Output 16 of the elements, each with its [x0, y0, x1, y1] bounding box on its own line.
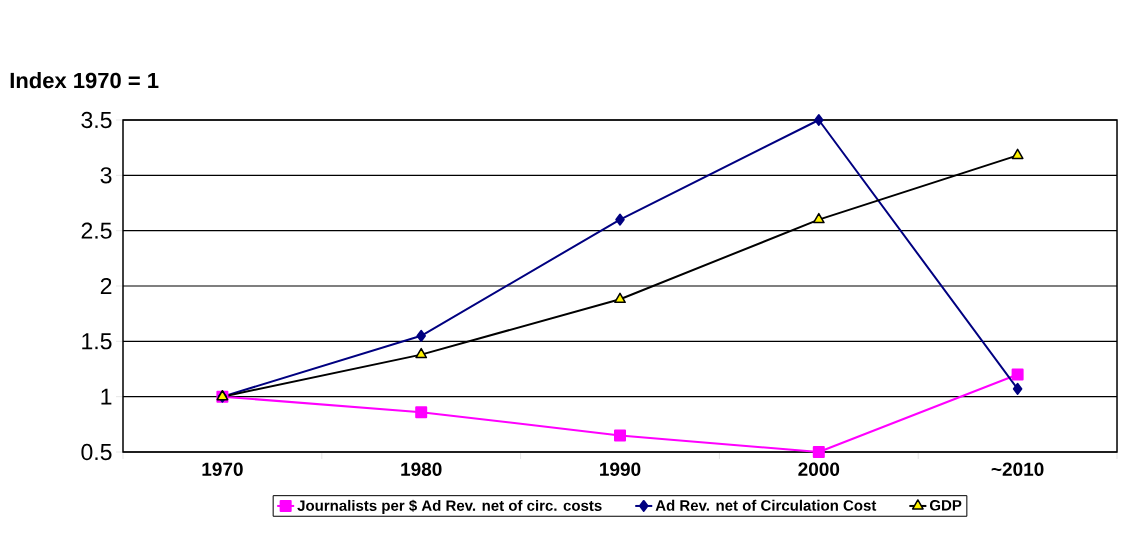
y-tick-label: 2.5	[81, 222, 112, 239]
y-tick-label: 2	[100, 277, 112, 295]
legend-label: GDP	[929, 499, 962, 511]
x-tick-label: 1980	[401, 462, 442, 476]
legend-label: Ad Rev. net of Circulation Cost	[655, 499, 877, 511]
legend-label: Journalists per $ Ad Rev. net of circ. costs	[297, 499, 602, 514]
y-tick-label: 0.5	[81, 443, 112, 461]
y-axis-title: Index 1970 = 1	[10, 72, 159, 89]
x-tick-label: ~2010	[991, 462, 1044, 476]
x-tick-label: 2000	[798, 462, 840, 476]
x-tick-label: 1990	[600, 462, 641, 476]
x-tick-label: 1970	[202, 462, 243, 476]
y-tick-label: 3	[100, 167, 112, 184]
y-tick-label: 3.5	[81, 111, 112, 129]
y-tick-label: 1.5	[82, 333, 112, 350]
y-tick-label: 1	[101, 388, 112, 405]
